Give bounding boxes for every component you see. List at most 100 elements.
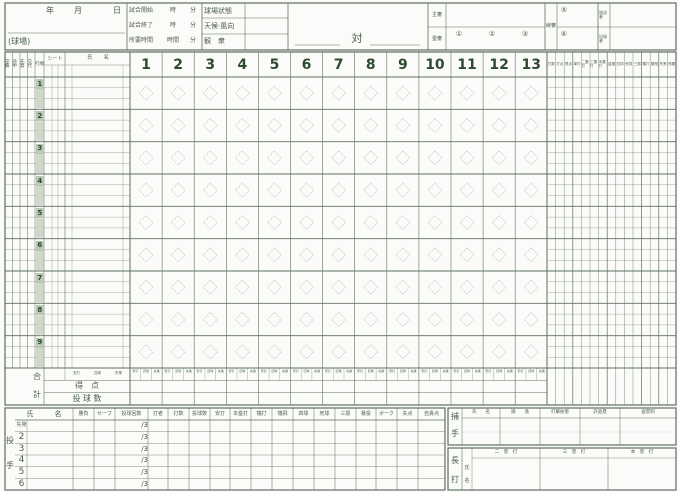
at-bat-diamond[interactable] [202,85,218,101]
at-bat-diamond[interactable] [491,344,507,360]
at-bat-diamond[interactable] [523,312,539,327]
at-bat-diamond[interactable] [202,344,218,360]
at-bat-diamond[interactable] [427,247,443,263]
at-bat-diamond[interactable] [395,182,411,198]
at-bat-diamond[interactable] [523,247,539,263]
at-bat-diamond[interactable] [267,182,282,198]
at-bat-diamond[interactable] [427,150,443,166]
at-bat-diamond[interactable] [234,150,250,166]
at-bat-diamond[interactable] [170,85,186,101]
at-bat-diamond[interactable] [202,279,218,295]
at-bat-diamond[interactable] [234,118,250,133]
at-bat-diamond[interactable] [363,247,379,263]
at-bat-diamond[interactable] [331,344,347,360]
at-bat-diamond[interactable] [299,118,314,133]
at-bat-diamond[interactable] [395,85,411,101]
at-bat-diamond[interactable] [138,182,154,198]
at-bat-diamond[interactable] [395,150,411,166]
at-bat-diamond[interactable] [299,247,314,263]
at-bat-diamond[interactable] [395,312,411,327]
at-bat-diamond[interactable] [459,118,475,133]
at-bat-diamond[interactable] [523,279,539,295]
at-bat-diamond[interactable] [427,85,443,101]
at-bat-diamond[interactable] [170,279,186,295]
at-bat-diamond[interactable] [491,312,507,327]
at-bat-diamond[interactable] [138,150,154,166]
at-bat-diamond[interactable] [523,182,539,198]
at-bat-diamond[interactable] [267,279,282,295]
at-bat-diamond[interactable] [331,247,347,263]
at-bat-diamond[interactable] [363,215,379,230]
at-bat-diamond[interactable] [170,247,186,263]
at-bat-diamond[interactable] [267,247,282,263]
at-bat-diamond[interactable] [138,118,154,133]
at-bat-diamond[interactable] [170,312,186,327]
at-bat-diamond[interactable] [363,312,379,327]
at-bat-diamond[interactable] [170,118,186,133]
at-bat-diamond[interactable] [234,215,250,230]
at-bat-diamond[interactable] [427,182,443,198]
at-bat-diamond[interactable] [267,215,282,230]
at-bat-diamond[interactable] [267,344,282,360]
at-bat-diamond[interactable] [427,279,443,295]
at-bat-diamond[interactable] [170,344,186,360]
at-bat-diamond[interactable] [491,182,507,198]
at-bat-diamond[interactable] [459,85,475,101]
at-bat-diamond[interactable] [331,85,347,101]
at-bat-diamond[interactable] [459,312,475,327]
at-bat-diamond[interactable] [267,118,282,133]
at-bat-diamond[interactable] [299,182,314,198]
at-bat-diamond[interactable] [299,344,314,360]
at-bat-diamond[interactable] [138,85,154,101]
at-bat-diamond[interactable] [427,118,443,133]
at-bat-diamond[interactable] [299,150,314,166]
at-bat-diamond[interactable] [523,215,539,230]
at-bat-diamond[interactable] [267,150,282,166]
at-bat-diamond[interactable] [459,215,475,230]
at-bat-diamond[interactable] [331,215,347,230]
at-bat-diamond[interactable] [138,215,154,230]
at-bat-diamond[interactable] [202,118,218,133]
at-bat-diamond[interactable] [267,312,282,327]
at-bat-diamond[interactable] [202,215,218,230]
at-bat-diamond[interactable] [202,247,218,263]
at-bat-diamond[interactable] [234,344,250,360]
at-bat-diamond[interactable] [363,279,379,295]
at-bat-diamond[interactable] [459,279,475,295]
at-bat-diamond[interactable] [202,312,218,327]
at-bat-diamond[interactable] [523,344,539,360]
at-bat-diamond[interactable] [170,215,186,230]
at-bat-diamond[interactable] [202,150,218,166]
at-bat-diamond[interactable] [331,182,347,198]
at-bat-diamond[interactable] [138,279,154,295]
at-bat-diamond[interactable] [299,312,314,327]
at-bat-diamond[interactable] [427,215,443,230]
at-bat-diamond[interactable] [491,279,507,295]
at-bat-diamond[interactable] [491,215,507,230]
at-bat-diamond[interactable] [459,150,475,166]
at-bat-diamond[interactable] [363,150,379,166]
at-bat-diamond[interactable] [331,312,347,327]
at-bat-diamond[interactable] [170,182,186,198]
at-bat-diamond[interactable] [523,85,539,101]
at-bat-diamond[interactable] [459,182,475,198]
at-bat-diamond[interactable] [331,279,347,295]
at-bat-diamond[interactable] [138,312,154,327]
at-bat-diamond[interactable] [363,85,379,101]
at-bat-diamond[interactable] [459,344,475,360]
at-bat-diamond[interactable] [138,344,154,360]
at-bat-diamond[interactable] [427,344,443,360]
at-bat-diamond[interactable] [234,182,250,198]
at-bat-diamond[interactable] [491,150,507,166]
at-bat-diamond[interactable] [363,118,379,133]
at-bat-diamond[interactable] [491,118,507,133]
at-bat-diamond[interactable] [299,215,314,230]
at-bat-diamond[interactable] [234,279,250,295]
at-bat-diamond[interactable] [170,150,186,166]
at-bat-diamond[interactable] [491,85,507,101]
at-bat-diamond[interactable] [331,118,347,133]
at-bat-diamond[interactable] [395,118,411,133]
at-bat-diamond[interactable] [363,182,379,198]
at-bat-diamond[interactable] [299,279,314,295]
at-bat-diamond[interactable] [491,247,507,263]
